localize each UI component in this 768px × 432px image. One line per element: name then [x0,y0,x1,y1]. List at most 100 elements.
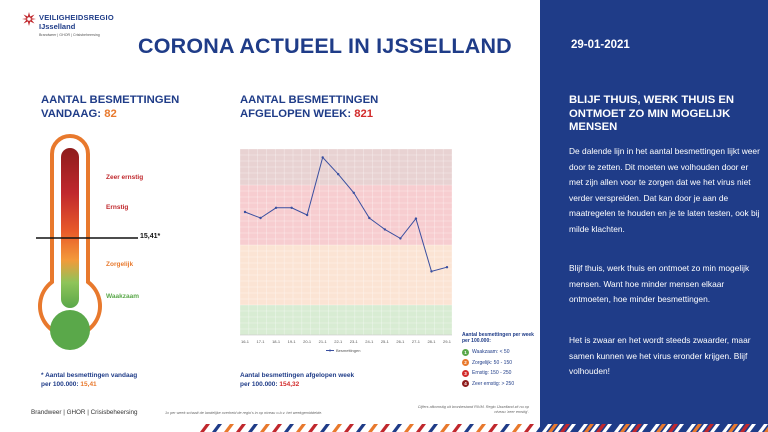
stripe [692,424,702,432]
stripe [392,424,402,432]
stripe [500,424,510,432]
stripe [584,424,594,432]
stripe [560,424,570,432]
week-footnote-line2: per 100.000: 154,32 [240,380,300,388]
zone-label-waakzaam: Waakzaam [106,293,139,300]
stripe [266,424,276,432]
stripe [572,424,582,432]
chart-x-tick-label: 18-1 [272,339,281,344]
stripe [530,424,540,432]
stripe [206,424,216,432]
stripe [410,424,420,432]
stripe [344,424,354,432]
stripe [380,424,390,432]
stripe [464,424,474,432]
chart-x-tick-label: 19-1 [288,339,297,344]
chart-x-tick-label: 17-1 [257,339,266,344]
stripe [284,424,294,432]
stripe [362,424,372,432]
chart-data-point [399,237,402,240]
chart-data-point [445,266,449,269]
legend-item-label: Waakzaam: < 50 [472,349,510,356]
week-heading: AANTAL BESMETTINGEN AFGELOPEN WEEK: 821 [240,94,378,121]
stripe [326,424,336,432]
stripe [242,424,252,432]
thermometer-tube [61,148,79,308]
advice-paragraph-3: Het is zwaar en het wordt steeds zwaarde… [569,335,751,376]
stripe [302,424,312,432]
week-count: 821 [354,107,374,120]
stripe [236,424,246,432]
stripe [422,424,432,432]
stripe [308,424,318,432]
stripe [656,424,666,432]
zone-label-ernstig: Ernstig [106,204,129,211]
today-footnote: * Aantal besmettingen vandaag per 100.00… [41,372,137,389]
stripe [764,426,768,432]
logo-title: VEILIGHEIDSREGIO [39,13,114,22]
stripe [224,424,234,432]
stripe [722,424,732,432]
chart-x-tick-label: 23-1 [350,339,359,344]
stripe [476,424,486,432]
stripe [746,424,756,432]
chart-x-tick-label: 28-1 [427,339,436,344]
chart-data-point [321,156,324,159]
today-footnote-line1: * Aantal besmettingen vandaag [41,372,138,379]
stripe [434,424,444,432]
week-heading-line1: AANTAL BESMETTINGEN [240,94,379,106]
legend-item: 3 Ernstig: 150 - 250 [462,368,542,379]
stripe [596,424,606,432]
chart-data-point [352,191,355,194]
stripe [680,424,690,432]
today-heading-line2: VANDAAG: 82 [41,107,117,120]
stripe [608,424,618,432]
stripe [248,424,258,432]
stripe [518,424,528,432]
chart-x-tick-label: 24-1 [365,339,374,344]
stripe [674,424,684,432]
thermometer-value: 15,41* [140,233,161,240]
stripe [542,424,552,432]
stripe [278,424,288,432]
stripe [698,424,708,432]
stripe [602,424,612,432]
stripe [470,424,480,432]
stripe [740,424,750,432]
chart-x-tick-label: 21-1 [319,339,328,344]
chart-x-tick-label: 20-1 [303,339,312,344]
stripe [290,424,300,432]
weekly-line-chart: 16-1 17-1 18-1 19-1 20-1 21-1 22-1 23-1 24-1 25-1… [239,148,453,353]
stripe [338,424,348,432]
chart-data-point [259,216,262,220]
stripe [734,424,744,432]
advice-paragraph-2: Blijf thuis, werk thuis en ontmoet zo mi… [569,263,750,304]
stripe [416,424,426,432]
stripe [398,424,408,432]
today-heading: AANTAL BESMETTINGEN VANDAAG: 82 [41,94,179,121]
week-heading-line2: AFGELOPEN WEEK: 821 [240,107,374,120]
stripe [320,424,330,432]
stripe [716,424,726,432]
stripe [632,424,642,432]
legend-item: 1 Waakzaam: < 50 [462,347,542,358]
chart-x-tick-label: 25-1 [381,339,390,344]
stripe [650,424,660,432]
legend-level-icon: 1 [462,348,469,356]
stripe [710,424,720,432]
stripe [482,424,492,432]
stripe [212,424,222,432]
zone-label-zeer-ernstig: Zeer ernstig [106,174,144,181]
veiligheidsregio-logo-icon [22,12,36,26]
legend-item-label: Ernstig: 150 - 250 [472,370,512,377]
stripe [662,424,672,432]
chart-data-point [430,270,433,273]
chart-data-point [337,173,340,176]
stripe [554,424,564,432]
stripe [230,424,240,432]
stripe [458,424,468,432]
stripe [440,424,450,432]
stripe [272,424,282,432]
logo-subtitle: Brandweer | GHOR | Crisisbeheersing [39,33,100,37]
chart-x-tick-label: 29-1 [443,339,452,344]
